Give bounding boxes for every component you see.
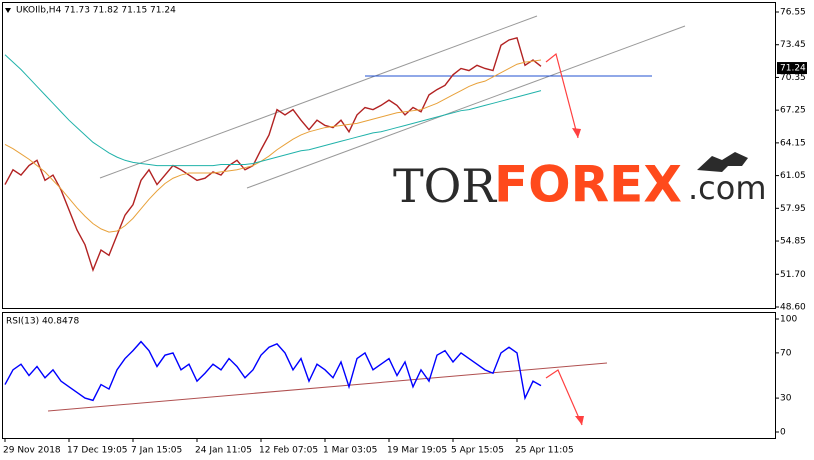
y-tick-label: 30 (780, 394, 792, 404)
rsi-trend-line (47, 362, 608, 412)
x-tick-label: 12 Feb 07:05 (259, 446, 318, 456)
y-tick-label: 54.85 (780, 237, 806, 247)
y-tick-label: 0 (780, 428, 786, 438)
series-line (4, 54, 542, 167)
y-tick-label: 100 (780, 315, 797, 325)
price-panel-frame (2, 2, 776, 309)
chart-title: UKOIlb,H4 71.73 71.82 71.15 71.24 (16, 6, 176, 16)
arrow-head (572, 128, 581, 138)
forecast-arrow (545, 369, 583, 426)
x-tick-label: 17 Dec 19:05 (67, 446, 128, 456)
x-tick-label: 5 Apr 15:05 (451, 446, 504, 456)
y-tick-label: 76.55 (780, 8, 806, 18)
watermark-forex: FOREX (494, 156, 682, 214)
rsi-title: RSI(13) 40.8478 (6, 317, 79, 327)
x-tick-label: 29 Nov 2018 (3, 446, 61, 456)
x-tick-label: 25 Apr 11:05 (515, 446, 574, 456)
x-tick-label: 19 Mar 19:05 (387, 446, 447, 456)
y-tick-label: 51.70 (780, 270, 806, 280)
x-tick-label: 24 Jan 11:05 (195, 446, 252, 456)
y-tick-label: 57.95 (780, 204, 806, 214)
y-tick-label: 48.60 (780, 303, 806, 313)
bull-icon (697, 152, 748, 172)
forecast-arrow (545, 52, 579, 139)
watermark-tor: TOR (393, 159, 497, 213)
y-tick-label: 61.05 (780, 171, 806, 181)
channel-line (99, 15, 538, 179)
x-tick-label: 1 Mar 03:05 (323, 446, 377, 456)
last-price-box (777, 62, 807, 75)
watermark-com: .com (688, 169, 767, 207)
last-price-label: 71.24 (780, 64, 806, 74)
y-tick-label: 70.35 (780, 73, 806, 83)
watermark: TOR FOREX .com (393, 152, 767, 214)
series-line (4, 59, 542, 233)
y-tick-label: 73.45 (780, 40, 806, 50)
arrow-head (575, 416, 584, 425)
y-tick-label: 67.25 (780, 106, 806, 116)
series-line (4, 340, 542, 402)
header-marker (5, 8, 11, 13)
channel-line (246, 25, 686, 189)
series-line (4, 37, 542, 273)
y-tick-label: 70 (780, 348, 792, 358)
x-tick-label: 7 Jan 15:05 (131, 446, 182, 456)
y-tick-label: 64.15 (780, 138, 806, 148)
